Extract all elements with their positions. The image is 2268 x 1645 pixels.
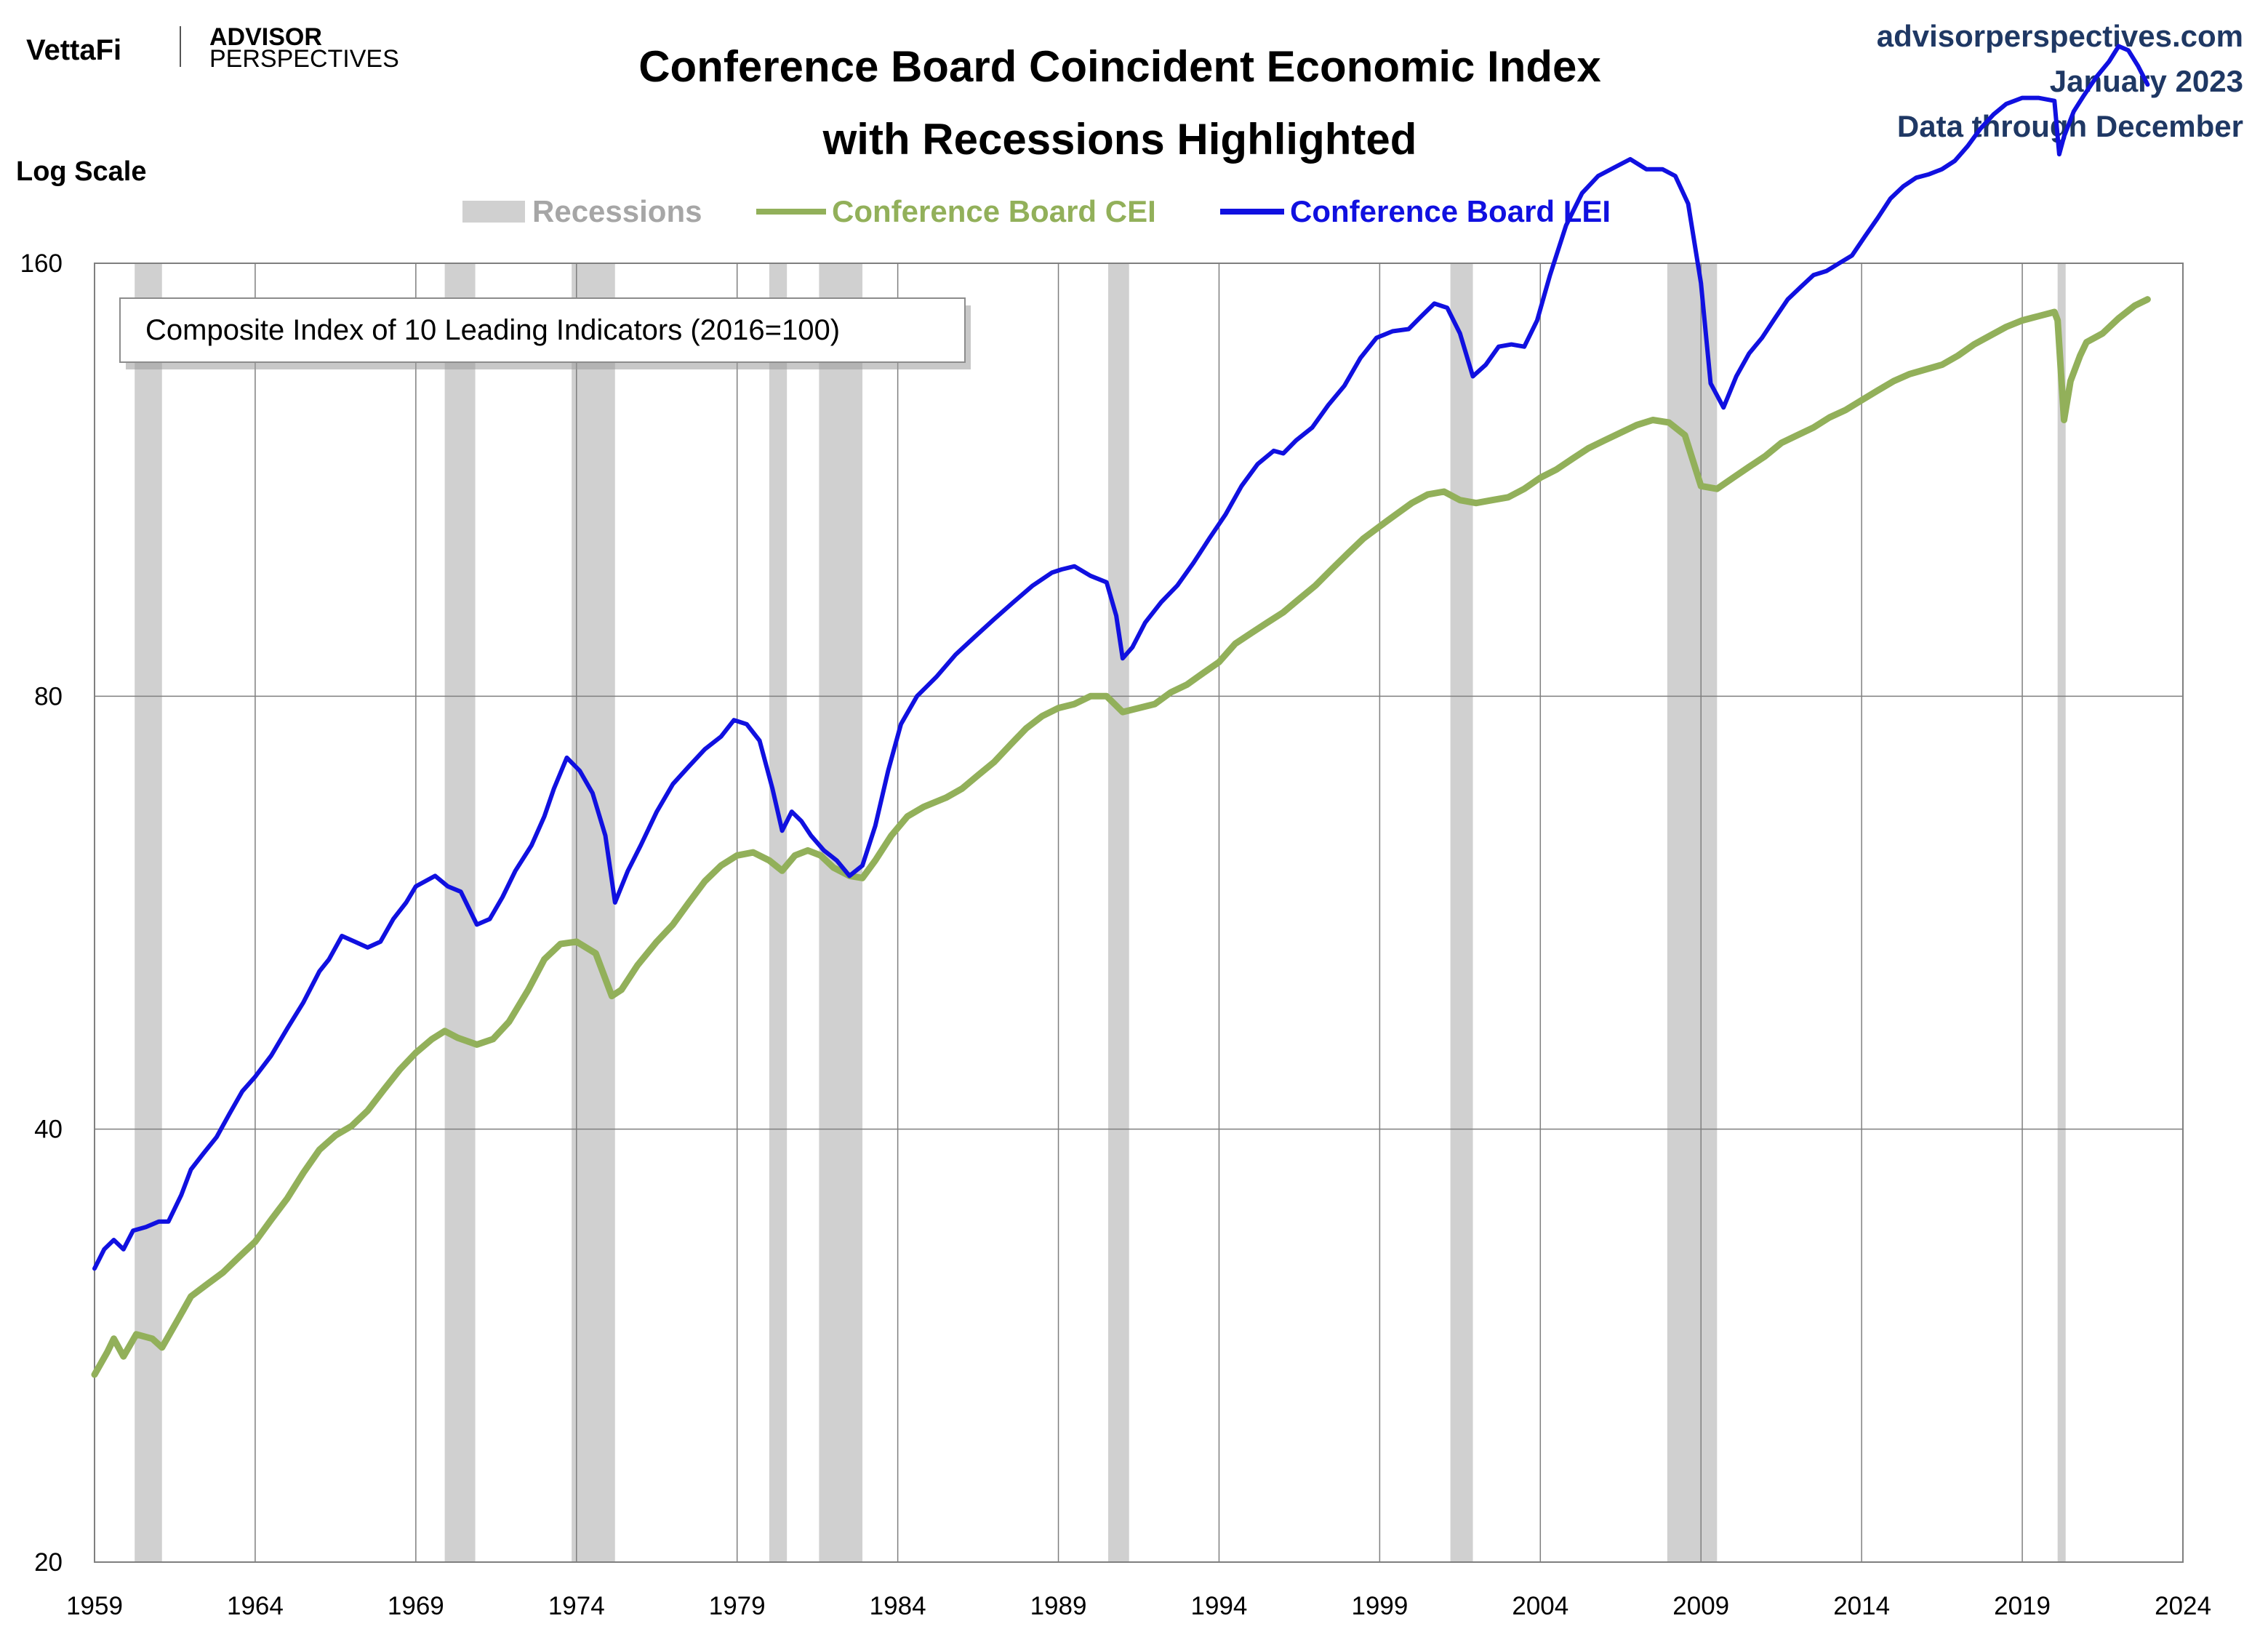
y-tick-label-40: 40 [34,1116,63,1144]
recession-band-4 [819,263,863,1562]
x-tick-label-1969: 1969 [388,1592,444,1620]
x-tick-label-1974: 1974 [548,1592,605,1620]
series-line-cei [91,296,2151,1378]
x-tick-label-2014: 2014 [1833,1592,1890,1620]
recession-band-5 [1108,263,1129,1562]
x-tick-label-1984: 1984 [870,1592,926,1620]
gridlines [95,263,2183,1563]
chart-title: Conference Board Coincident Economic Ind… [638,42,1601,91]
legend: Recessions Conference Board CEI Conferen… [462,194,1611,228]
site-url: advisorperspectives.com [1877,19,2243,53]
x-tick-label-2009: 2009 [1672,1592,1729,1620]
x-tick-label-2019: 2019 [1994,1592,2051,1620]
legend-label-cei: Conference Board CEI [832,194,1156,228]
recession-band-8 [2057,263,2066,1562]
logo-perspectives-text: PERSPECTIVES [209,45,399,73]
annotation-frame [119,297,966,363]
recession-band-7 [1667,263,1718,1562]
x-tick-label-2024: 2024 [2155,1592,2211,1620]
recession-band-2 [572,263,615,1562]
logo-advisor-text: ADVISOR [209,23,322,51]
x-tick-label-1979: 1979 [709,1592,766,1620]
legend-label-recessions: Recessions [532,194,702,228]
x-tick-label-1989: 1989 [1030,1592,1087,1620]
log-scale-label: Log Scale [16,156,147,187]
x-tick-label-1994: 1994 [1191,1592,1248,1620]
legend-swatch-recessions [462,201,525,223]
recession-band-6 [1450,263,1473,1562]
chart-subtitle: with Recessions Highlighted [822,115,1417,164]
legend-label-lei: Conference Board LEI [1290,194,1611,228]
x-tick-label-1959: 1959 [66,1592,123,1620]
logo-vettafi-text: VettaFi [26,34,121,66]
x-tick-labels: 1959 1964 1969 1974 1979 1984 1989 1994 1999 2004… [66,1592,2211,1620]
y-tick-labels: 160 80 40 20 [20,249,63,1577]
recession-band-3 [769,263,788,1562]
y-tick-label-160: 160 [20,249,63,278]
x-tick-label-2004: 2004 [1512,1592,1568,1620]
recession-bands [135,263,2066,1562]
x-tick-label-1964: 1964 [227,1592,284,1620]
y-tick-label-80: 80 [34,682,63,711]
annotation-text: Composite Index of 10 Leading Indicators… [145,314,840,346]
plot-border [94,263,2184,1563]
series-line-lei [92,44,2150,1271]
series-lines [91,44,2151,1378]
y-tick-label-20: 20 [34,1548,63,1577]
annotation-box: Composite Index of 10 Leading Indicators… [119,297,971,369]
recession-band-0 [135,263,162,1562]
vettafi-logo: VettaFi ADVISOR PERSPECTIVES [26,23,399,73]
x-tick-label-1999: 1999 [1351,1592,1408,1620]
